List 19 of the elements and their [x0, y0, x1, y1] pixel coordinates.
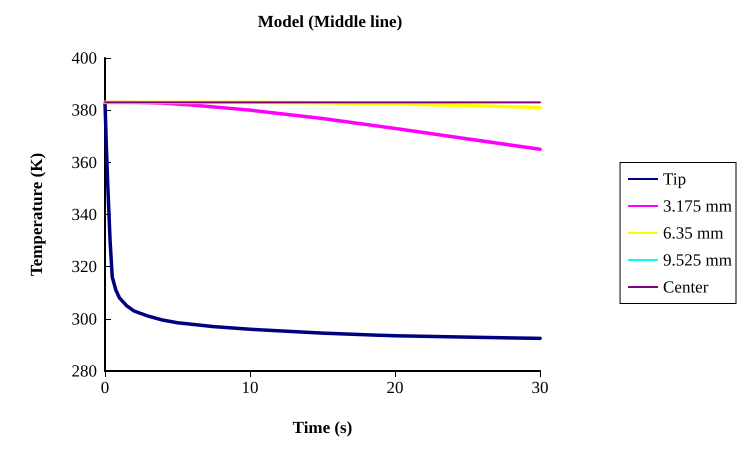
legend-label: 6.35 mm: [663, 224, 724, 242]
x-tick-label: 0: [100, 378, 110, 397]
y-tick-label: 280: [72, 362, 97, 380]
y-tick-label: 400: [72, 48, 97, 68]
y-tick-label: 360: [72, 152, 97, 172]
legend-label: 9.525 mm: [663, 250, 732, 270]
x-tick-label: 20: [386, 378, 404, 397]
y-axis-title: Temperature (K): [27, 152, 46, 276]
legend-label: 3.175 mm: [663, 196, 732, 216]
legend-label: Tip: [663, 170, 686, 188]
y-tick-label: 340: [72, 205, 97, 224]
x-tick-label: 30: [532, 378, 548, 397]
x-tick-label: 10: [242, 378, 258, 397]
y-tick-label: 380: [72, 100, 97, 120]
chart-title: Model (Middle line): [258, 12, 402, 31]
x-axis-title: Time (s): [292, 418, 352, 437]
y-tick-label: 300: [72, 309, 97, 328]
legend-label: Center: [663, 278, 709, 296]
y-tick-label: 320: [72, 257, 97, 276]
